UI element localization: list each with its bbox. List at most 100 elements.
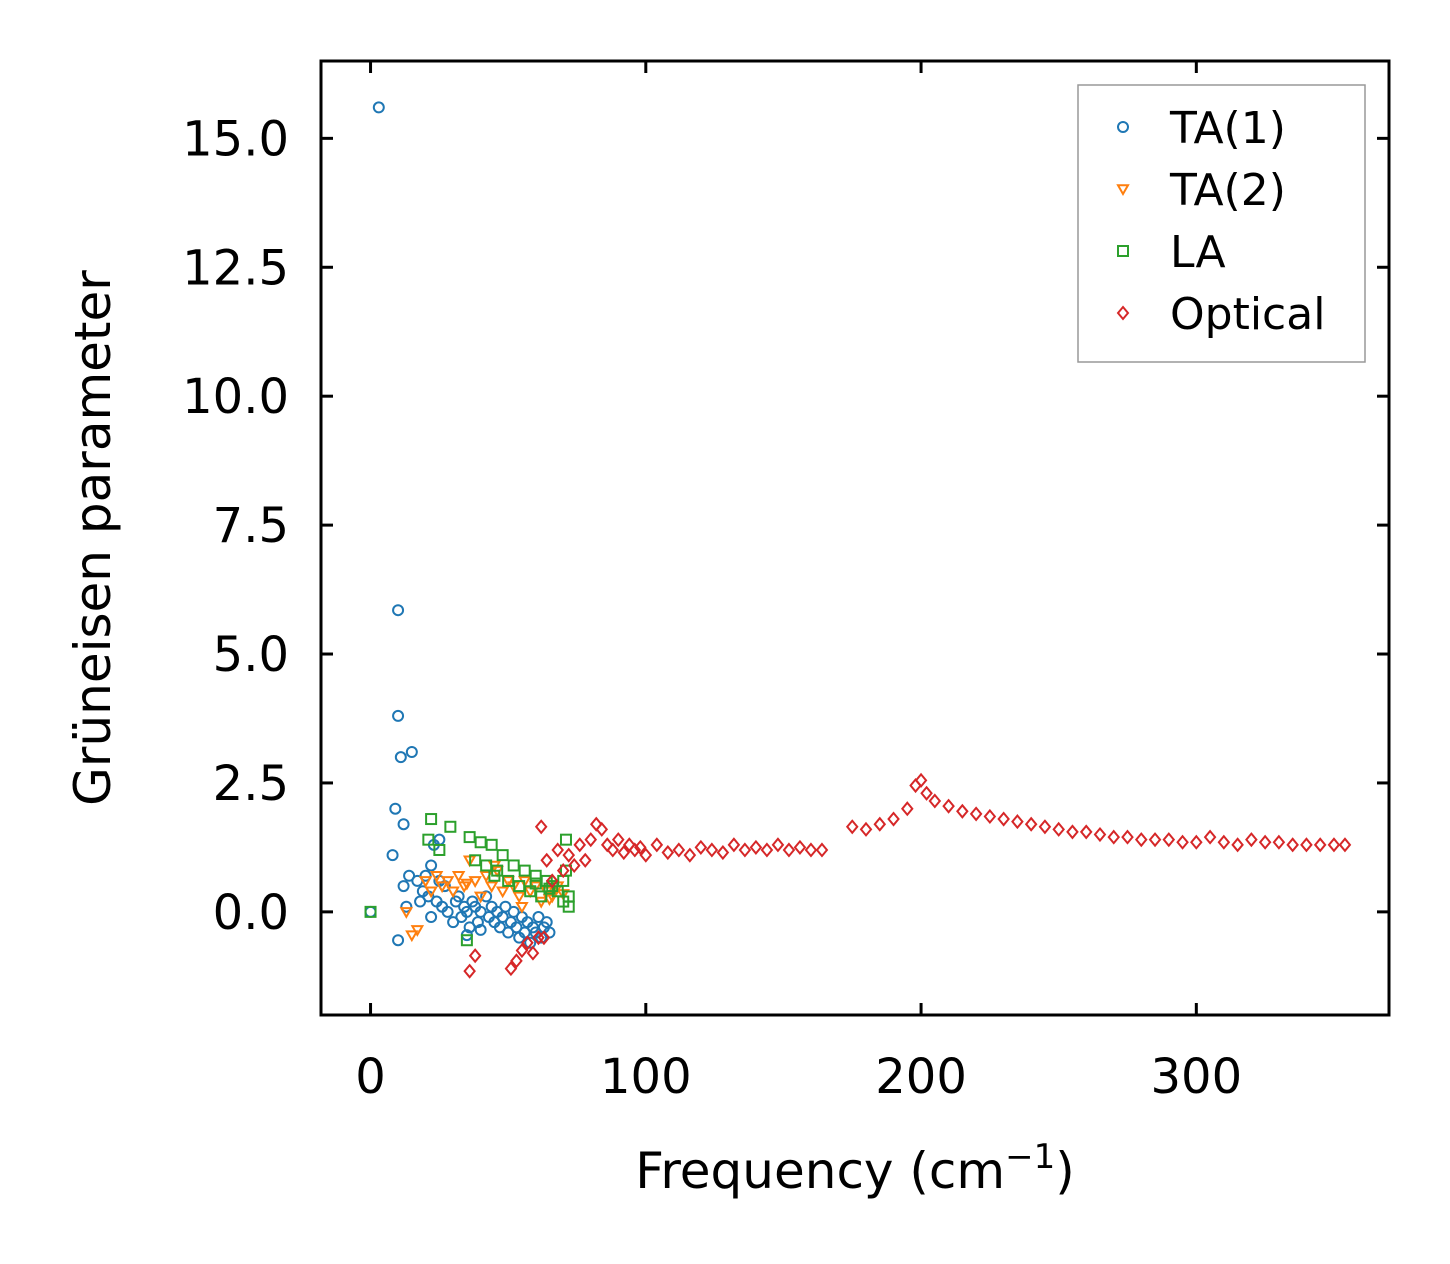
legend-label: TA(1) bbox=[1169, 103, 1286, 154]
data-point bbox=[444, 820, 457, 833]
data-point bbox=[502, 874, 515, 887]
data-point bbox=[484, 881, 499, 894]
data-point bbox=[815, 842, 829, 858]
data-point bbox=[1121, 829, 1134, 845]
data-point bbox=[845, 819, 859, 835]
legend-entry: Optical bbox=[1116, 289, 1325, 340]
data-point bbox=[611, 832, 625, 848]
data-point bbox=[873, 816, 887, 832]
legend-marker bbox=[1116, 184, 1130, 197]
legend-entry: LA bbox=[1117, 227, 1226, 278]
data-point bbox=[463, 921, 476, 934]
data-point bbox=[556, 863, 570, 879]
data-point bbox=[451, 871, 466, 883]
data-point bbox=[1231, 837, 1244, 853]
data-point bbox=[474, 836, 487, 849]
legend-marker bbox=[1117, 121, 1129, 133]
data-point bbox=[460, 878, 474, 891]
data-point bbox=[557, 895, 570, 908]
data-point bbox=[1093, 826, 1107, 843]
data-point bbox=[1300, 837, 1313, 853]
data-point bbox=[524, 936, 537, 949]
x-tick-label: 100 bbox=[600, 1049, 692, 1105]
data-point bbox=[537, 930, 551, 946]
data-point bbox=[969, 806, 983, 822]
data-point bbox=[397, 818, 410, 831]
data-point bbox=[440, 876, 455, 888]
data-point bbox=[782, 842, 796, 858]
data-point bbox=[534, 819, 548, 835]
data-point bbox=[559, 833, 572, 846]
data-point bbox=[512, 891, 526, 904]
data-point bbox=[499, 900, 512, 913]
data-point bbox=[1272, 834, 1286, 850]
data-point bbox=[562, 847, 576, 863]
series-ta-1 bbox=[364, 101, 556, 949]
data-point bbox=[920, 785, 933, 801]
data-point bbox=[392, 934, 405, 947]
legend-items: TA(1) TA(2) LA Optical bbox=[1116, 103, 1325, 340]
legend-label: Optical bbox=[1170, 289, 1325, 340]
data-point bbox=[480, 890, 493, 903]
data-point bbox=[529, 877, 542, 890]
data-point bbox=[1134, 832, 1148, 848]
data-point bbox=[1258, 834, 1272, 850]
data-point bbox=[956, 803, 969, 819]
data-point bbox=[1052, 821, 1065, 837]
data-point bbox=[518, 864, 531, 877]
data-point bbox=[1286, 837, 1299, 853]
y-tick-label: 5.0 bbox=[213, 627, 289, 683]
data-point bbox=[521, 935, 534, 951]
data-point bbox=[389, 802, 402, 815]
data-point bbox=[716, 845, 730, 861]
data-point bbox=[595, 821, 609, 837]
axis-ticks: 0 100 200 300 0.0 2.5 5.0 7.5 10.0 12.5 15.0 bbox=[182, 61, 1389, 1105]
data-point bbox=[760, 842, 774, 858]
data-point bbox=[1338, 837, 1352, 853]
data-point bbox=[545, 873, 559, 889]
legend-label: TA(2) bbox=[1169, 165, 1286, 216]
x-axis-label: Frequency (cm−1) bbox=[635, 1137, 1075, 1200]
data-point bbox=[997, 811, 1010, 827]
x-tick-label: 200 bbox=[875, 1049, 967, 1105]
data-point bbox=[928, 793, 942, 809]
data-point bbox=[694, 839, 708, 855]
data-point bbox=[392, 709, 405, 722]
data-point bbox=[460, 905, 473, 918]
data-point bbox=[433, 843, 446, 856]
data-point bbox=[584, 832, 598, 848]
data-point bbox=[507, 905, 520, 918]
data-point bbox=[364, 905, 377, 918]
legend: TA(1) TA(2) LA Optical bbox=[1077, 84, 1366, 363]
data-point bbox=[942, 798, 955, 814]
data-point bbox=[515, 901, 529, 914]
data-point bbox=[507, 859, 520, 872]
data-point bbox=[513, 880, 526, 893]
data-point bbox=[567, 857, 581, 874]
data-point bbox=[639, 847, 653, 863]
data-point bbox=[1079, 824, 1093, 840]
data-point bbox=[1038, 819, 1052, 835]
series-optical bbox=[463, 772, 1352, 979]
legend-entry: TA(2) bbox=[1116, 165, 1286, 216]
data-point bbox=[463, 963, 476, 979]
data-points bbox=[364, 101, 1352, 979]
data-point bbox=[469, 854, 482, 867]
data-point bbox=[474, 923, 487, 936]
data-point bbox=[526, 945, 540, 961]
data-point bbox=[468, 876, 482, 888]
data-point bbox=[705, 842, 719, 858]
legend-entry: TA(1) bbox=[1117, 103, 1286, 154]
data-point bbox=[473, 891, 488, 904]
data-point bbox=[1313, 837, 1327, 853]
data-point bbox=[1176, 834, 1189, 850]
data-point bbox=[1203, 829, 1217, 845]
data-point bbox=[914, 772, 928, 788]
x-axis-label-close: ) bbox=[1055, 1142, 1075, 1200]
data-point bbox=[504, 961, 518, 977]
x-tick-label: 0 bbox=[355, 1049, 386, 1105]
x-axis-label-exponent: −1 bbox=[1005, 1137, 1055, 1177]
data-point bbox=[435, 881, 449, 894]
data-point bbox=[429, 871, 444, 883]
